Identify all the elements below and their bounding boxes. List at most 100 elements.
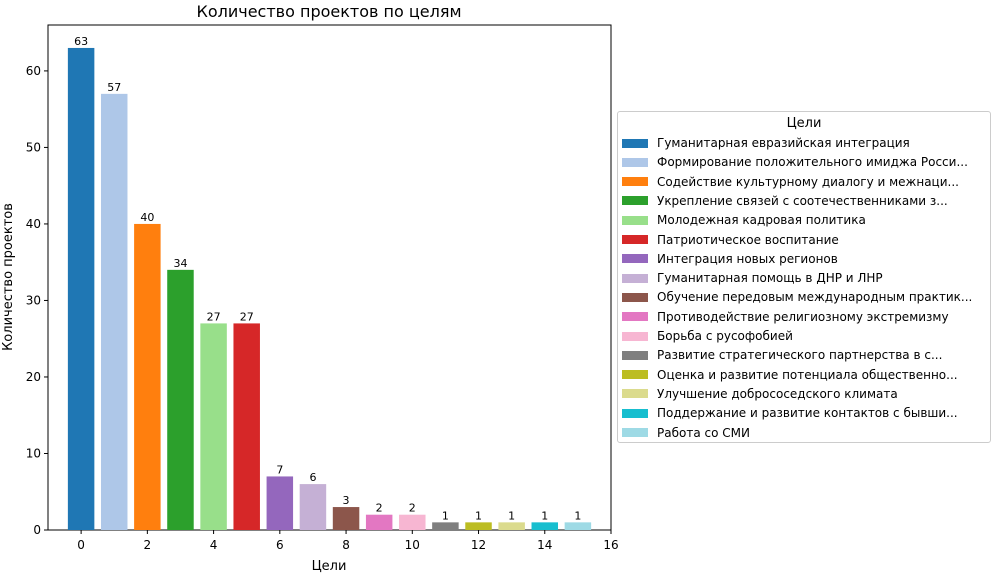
- legend-swatch-3: [622, 196, 648, 206]
- legend-label-7: Гуманитарная помощь в ДНР и ЛНР: [657, 271, 883, 286]
- y-tick-label-5: 50: [26, 140, 41, 154]
- legend-swatch-4: [622, 215, 648, 225]
- bar-1: [100, 93, 128, 531]
- legend-swatch-5: [622, 235, 648, 244]
- bar-value-label-10: 2: [409, 502, 416, 515]
- legend-label-10: Борьба с русофобией: [657, 329, 793, 343]
- legend-label-2: Содействие культурному диалогу и межнаци…: [657, 174, 959, 189]
- bar-6: [266, 476, 294, 530]
- legend-item-6: Интеграция новых регионов: [622, 250, 838, 268]
- y-axis-ticks: 0 10 20 30 40 50 60: [26, 64, 48, 537]
- legend-item-14: Поддержание и развитие контактов с бывши…: [622, 404, 958, 422]
- bar-value-label-8: 3: [343, 494, 350, 507]
- legend-item-3: Укрепление связей с соотечественниками з…: [622, 192, 948, 210]
- y-axis-label: Количество проектов: [1, 203, 16, 351]
- legend-item-9: Противодействие религиозному экстремизму: [622, 308, 949, 326]
- bar-value-label-14: 1: [541, 509, 548, 522]
- bar-13: [498, 522, 525, 530]
- legend: Цели Гуманитарная евразийская интеграция…: [617, 111, 991, 443]
- bar-8: [332, 507, 360, 530]
- legend-swatch-8: [622, 292, 648, 302]
- legend-label-14: Поддержание и развитие контактов с бывши…: [657, 406, 958, 421]
- chart-title: Количество проектов по целям: [196, 2, 461, 21]
- legend-item-5: Патриотическое воспитание: [622, 231, 839, 249]
- legend-item-1: Формирование положительного имиджа Росси…: [622, 153, 968, 171]
- x-tick-label-5: 10: [405, 538, 420, 552]
- bar-value-label-3: 34: [173, 257, 187, 270]
- legend-item-12: Оценка и развитие потенциала общественно…: [622, 366, 958, 384]
- legend-label-0: Гуманитарная евразийская интеграция: [657, 136, 910, 150]
- legend-item-4: Молодежная кадровая политика: [622, 211, 866, 229]
- legend-label-13: Улучшение добрососедского климата: [657, 386, 898, 401]
- bar-value-label-6: 7: [276, 463, 283, 476]
- x-tick-label-4: 8: [342, 538, 350, 552]
- x-tick-label-6: 12: [471, 538, 486, 552]
- bar-0: [67, 47, 95, 530]
- y-tick-label-6: 60: [26, 64, 41, 78]
- legend-swatch-13: [622, 389, 648, 399]
- bar-14: [531, 522, 559, 530]
- legend-swatch-15: [622, 428, 648, 437]
- bar-value-label-15: 1: [574, 509, 581, 522]
- bar-15: [564, 522, 592, 530]
- legend-item-11: Развитие стратегического партнерства в с…: [622, 346, 942, 364]
- bar-11: [432, 522, 459, 530]
- legend-item-0: Гуманитарная евразийская интеграция: [622, 134, 910, 152]
- plot-area: [47, 24, 612, 531]
- legend-swatch-6: [622, 254, 648, 264]
- legend-label-3: Укрепление связей с соотечественниками з…: [657, 193, 948, 208]
- legend-item-7: Гуманитарная помощь в ДНР и ЛНР: [622, 269, 883, 287]
- y-tick-label-4: 40: [26, 217, 41, 231]
- x-axis-ticks: 0 2 4 6 8 10 12 14 16: [77, 530, 619, 552]
- x-tick-label-1: 2: [144, 538, 152, 552]
- y-tick-label-2: 20: [26, 370, 41, 384]
- bar-value-label-0: 63: [74, 35, 88, 48]
- legend-label-12: Оценка и развитие потенциала общественно…: [657, 367, 958, 382]
- bar-3: [167, 269, 194, 530]
- x-tick-label-3: 6: [276, 538, 284, 552]
- bar-4: [200, 323, 227, 530]
- x-tick-label-2: 4: [210, 538, 218, 552]
- legend-swatch-9: [622, 312, 648, 322]
- bar-value-label-11: 1: [442, 509, 449, 522]
- legend-label-8: Обучение передовым международным практик…: [657, 290, 973, 305]
- bar-5: [233, 323, 260, 530]
- legend-swatch-2: [622, 177, 648, 187]
- legend-label-1: Формирование положительного имиджа Росси…: [657, 155, 968, 170]
- legend-label-15: Работа со СМИ: [657, 425, 750, 440]
- bar-7: [299, 484, 327, 530]
- x-axis-label: Цели: [312, 559, 347, 574]
- bar-value-label-1: 57: [107, 81, 121, 94]
- bar-value-label-7: 6: [309, 471, 316, 484]
- x-tick-label-7: 14: [537, 538, 552, 552]
- y-tick-label-1: 10: [26, 446, 41, 460]
- legend-label-5: Патриотическое воспитание: [657, 232, 839, 247]
- legend-item-2: Содействие культурному диалогу и межнаци…: [622, 173, 959, 191]
- legend-swatch-7: [622, 273, 648, 283]
- legend-swatch-11: [622, 350, 648, 360]
- x-tick-label-0: 0: [77, 538, 85, 552]
- legend-item-13: Улучшение добрососедского климата: [622, 385, 898, 403]
- y-tick-label-0: 0: [33, 523, 41, 537]
- legend-label-4: Молодежная кадровая политика: [657, 213, 866, 228]
- bar-value-label-9: 2: [376, 502, 383, 515]
- bar-value-label-2: 40: [140, 211, 154, 224]
- legend-swatch-0: [622, 138, 648, 148]
- legend-label-6: Интеграция новых регионов: [657, 251, 838, 266]
- bar-value-label-4: 27: [207, 310, 221, 323]
- legend-swatch-1: [622, 157, 648, 167]
- legend-label-9: Противодействие религиозному экстремизму: [657, 309, 949, 324]
- legend-swatch-14: [622, 408, 648, 418]
- bar-2: [134, 223, 161, 530]
- legend-item-10: Борьба с русофобией: [622, 327, 793, 345]
- bars-group: [67, 47, 592, 531]
- legend-swatch-10: [622, 331, 648, 341]
- bar-9: [365, 514, 393, 530]
- legend-swatch-12: [622, 370, 648, 380]
- bar-10: [399, 514, 426, 530]
- legend-item-15: Работа со СМИ: [622, 424, 750, 442]
- bar-value-label-12: 1: [475, 509, 482, 522]
- x-tick-label-8: 16: [603, 538, 618, 552]
